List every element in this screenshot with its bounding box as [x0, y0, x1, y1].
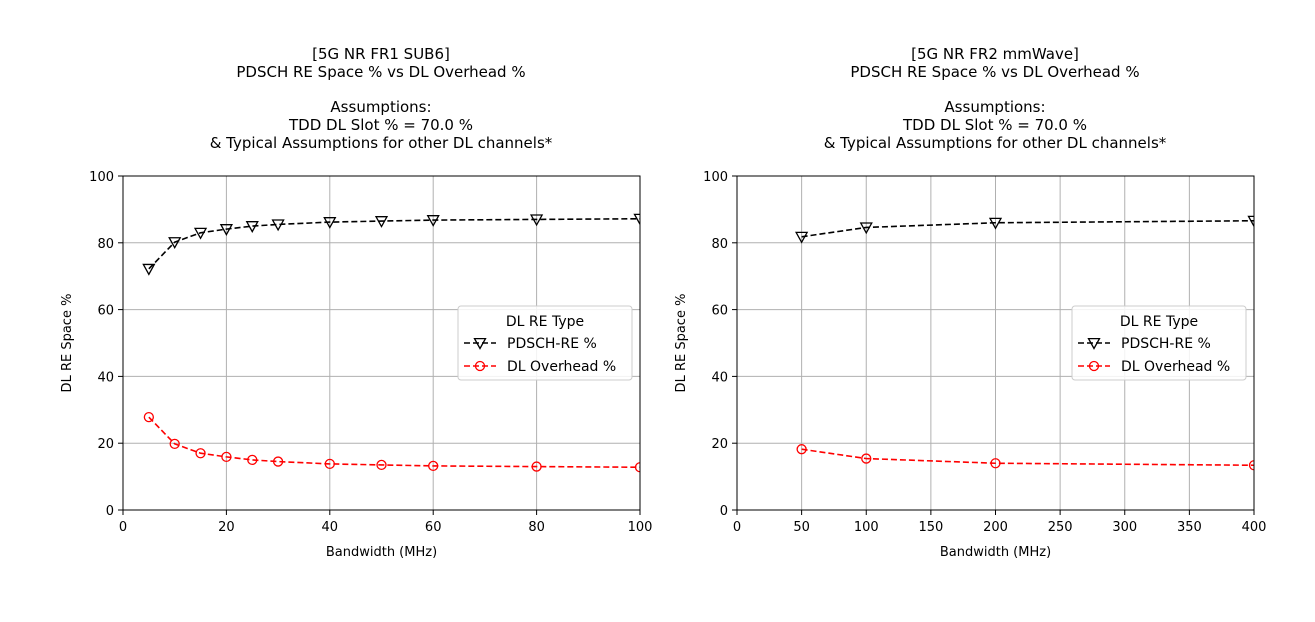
data-point-circle — [324, 458, 335, 470]
series-line — [801, 448, 1254, 467]
x-tick-label: 20 — [218, 520, 235, 535]
y-tick-label: 0 — [106, 504, 114, 519]
chart-title-line: & Typical Assumptions for other DL chann… — [210, 134, 553, 152]
chart-title-line: TDD DL Slot % = 70.0 % — [902, 116, 1087, 134]
data-point-triangle — [193, 227, 208, 240]
y-tick-label: 60 — [711, 304, 728, 319]
data-point-circle — [169, 438, 180, 450]
data-point-triangle — [426, 215, 440, 227]
data-point-circle — [796, 444, 807, 455]
data-point-circle — [247, 454, 258, 466]
legend-box — [457, 305, 633, 381]
y-tick-label: 20 — [711, 437, 728, 452]
x-tick-label: 400 — [1242, 520, 1267, 535]
x-tick-label: 150 — [918, 520, 943, 535]
data-point-triangle — [529, 214, 544, 227]
x-tick-label: 0 — [733, 520, 741, 535]
chart-title-line: [5G NR FR1 SUB6] — [312, 45, 450, 63]
x-tick-label: 200 — [983, 520, 1008, 535]
data-point-triangle — [245, 221, 259, 233]
data-point-circle — [1248, 460, 1254, 471]
data-point-triangle — [633, 213, 640, 226]
x-tick-label: 100 — [628, 520, 653, 535]
x-tick-label: 250 — [1048, 520, 1073, 535]
chart-title-line: TDD DL Slot % = 70.0 % — [288, 116, 473, 134]
series-pdsch-re — [142, 213, 640, 276]
legend-entry: PDSCH-RE % — [1121, 336, 1211, 352]
legend: DL RE Type PDSCH-RE % DL Overhead % — [457, 305, 633, 381]
chart-title-line: & Typical Assumptions for other DL chann… — [824, 134, 1167, 152]
y-axis-label: DL RE Space % — [674, 294, 689, 393]
data-point-triangle — [795, 231, 809, 244]
series-dl-overhead — [143, 411, 640, 473]
y-tick-label: 40 — [711, 370, 728, 385]
series-line — [148, 217, 640, 270]
data-point-triangle — [374, 216, 389, 228]
y-tick-label: 0 — [720, 504, 728, 519]
data-point-circle — [531, 461, 542, 472]
x-tick-label: 50 — [793, 520, 810, 535]
x-tick-label: 350 — [1177, 520, 1202, 535]
series-line — [801, 219, 1254, 238]
data-point-circle — [376, 459, 387, 471]
legend-entry: DL Overhead % — [507, 359, 616, 375]
data-point-circle — [272, 456, 284, 467]
x-tick-label: 60 — [425, 520, 442, 535]
y-tick-label: 80 — [97, 237, 114, 252]
axes-frame — [736, 175, 1255, 511]
data-point-circle — [990, 458, 1001, 469]
chart-title-line: PDSCH RE Space % vs DL Overhead % — [850, 63, 1139, 81]
data-point-circle — [143, 411, 155, 423]
data-point-triangle — [323, 217, 337, 229]
y-axis-label: DL RE Space % — [60, 294, 75, 393]
y-tick-label: 80 — [711, 237, 728, 252]
series-line — [148, 416, 640, 469]
legend-marker-circle — [474, 360, 486, 372]
chart-title-line: Assumptions: — [330, 98, 431, 116]
y-tick-label: 100 — [703, 170, 728, 185]
data-point-triangle — [1247, 215, 1254, 228]
data-point-circle — [221, 451, 232, 463]
series-dl-overhead — [796, 444, 1254, 471]
legend-entry: PDSCH-RE % — [507, 336, 597, 352]
chart-title-line: Assumptions: — [944, 98, 1045, 116]
data-point-circle — [861, 453, 872, 464]
legend-entry: DL Overhead % — [1121, 359, 1230, 375]
axes-frame — [122, 175, 641, 511]
data-point-triangle — [168, 237, 182, 249]
data-point-triangle — [859, 222, 873, 235]
x-tick-label: 300 — [1112, 520, 1137, 535]
x-tick-label: 100 — [854, 520, 879, 535]
data-point-circle — [634, 462, 640, 473]
x-tick-label: 40 — [322, 520, 339, 535]
legend-marker-circle — [1088, 360, 1100, 372]
legend-title: DL RE Type — [506, 314, 584, 330]
legend-title: DL RE Type — [1120, 314, 1198, 330]
y-tick-label: 60 — [97, 304, 114, 319]
legend-marker-triangle — [473, 337, 487, 350]
x-axis-label: Bandwidth (MHz) — [326, 545, 437, 560]
legend-box — [1071, 305, 1247, 381]
data-point-triangle — [219, 224, 234, 236]
chart-panel-1: [5G NR FR1 SUB6]PDSCH RE Space % vs DL O… — [60, 45, 652, 560]
legend: DL RE Type PDSCH-RE % DL Overhead % — [1071, 305, 1247, 381]
y-tick-label: 40 — [97, 370, 114, 385]
y-tick-label: 100 — [89, 170, 114, 185]
chart-title-line: [5G NR FR2 mmWave] — [911, 45, 1079, 63]
data-point-triangle — [988, 217, 1003, 230]
x-tick-label: 0 — [119, 520, 127, 535]
data-point-circle — [428, 460, 439, 472]
y-tick-label: 20 — [97, 437, 114, 452]
data-point-triangle — [142, 263, 156, 276]
series-pdsch-re — [795, 215, 1254, 244]
chart-panel-2: [5G NR FR2 mmWave]PDSCH RE Space % vs DL… — [674, 45, 1266, 560]
legend-marker-triangle — [1087, 337, 1101, 350]
chart-title-line: PDSCH RE Space % vs DL Overhead % — [236, 63, 525, 81]
x-axis-label: Bandwidth (MHz) — [940, 545, 1051, 560]
x-tick-label: 80 — [528, 520, 545, 535]
data-point-triangle — [271, 219, 285, 232]
data-point-circle — [195, 448, 206, 459]
